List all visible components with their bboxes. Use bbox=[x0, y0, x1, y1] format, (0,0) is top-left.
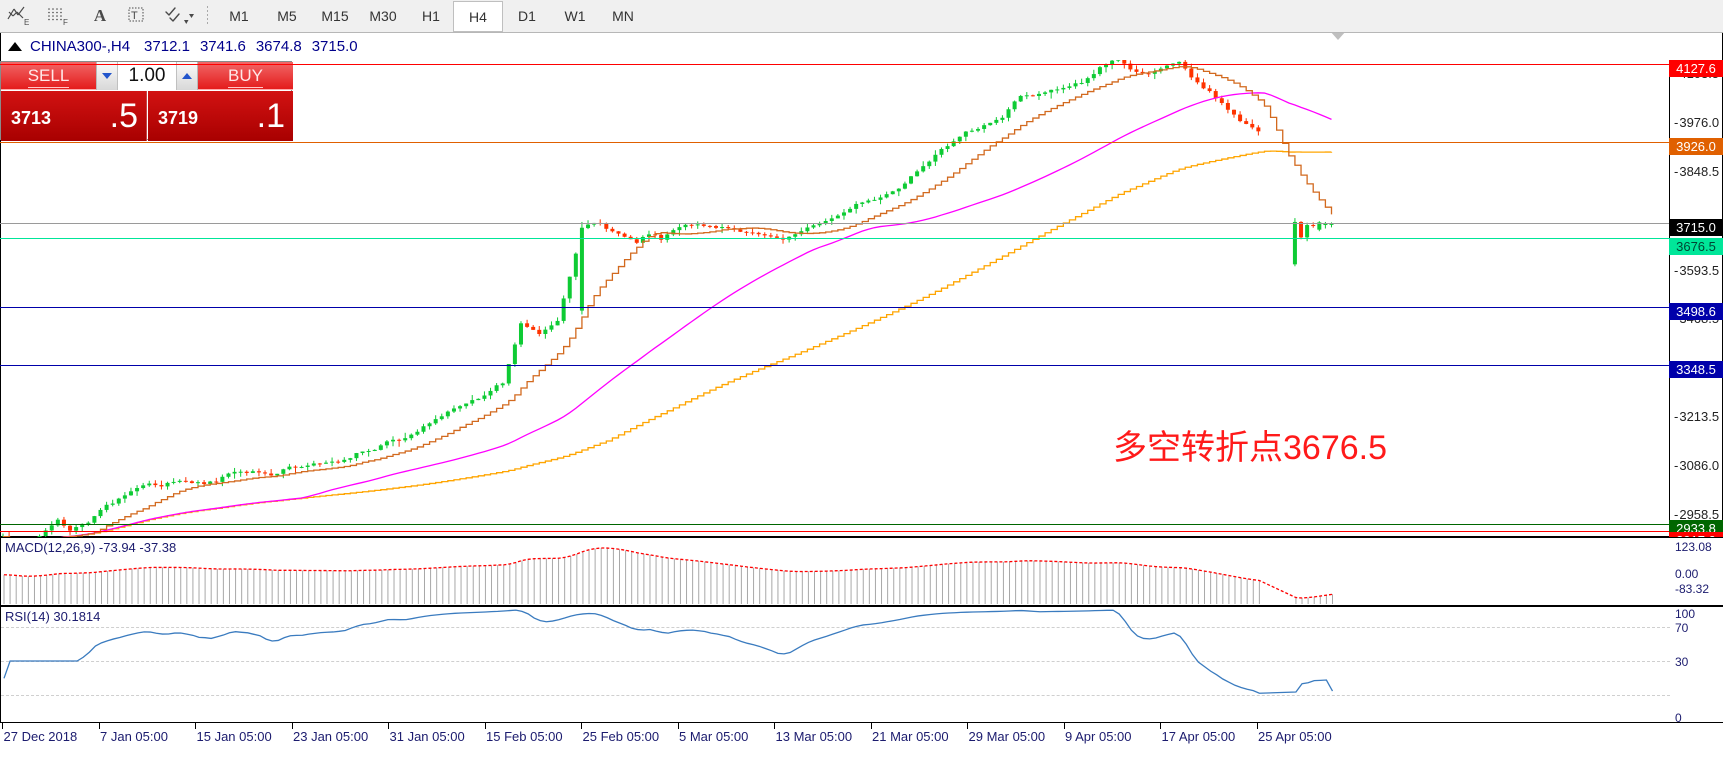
svg-text:F: F bbox=[63, 18, 68, 27]
svg-text:T: T bbox=[131, 10, 138, 22]
svg-text:E: E bbox=[24, 18, 29, 27]
